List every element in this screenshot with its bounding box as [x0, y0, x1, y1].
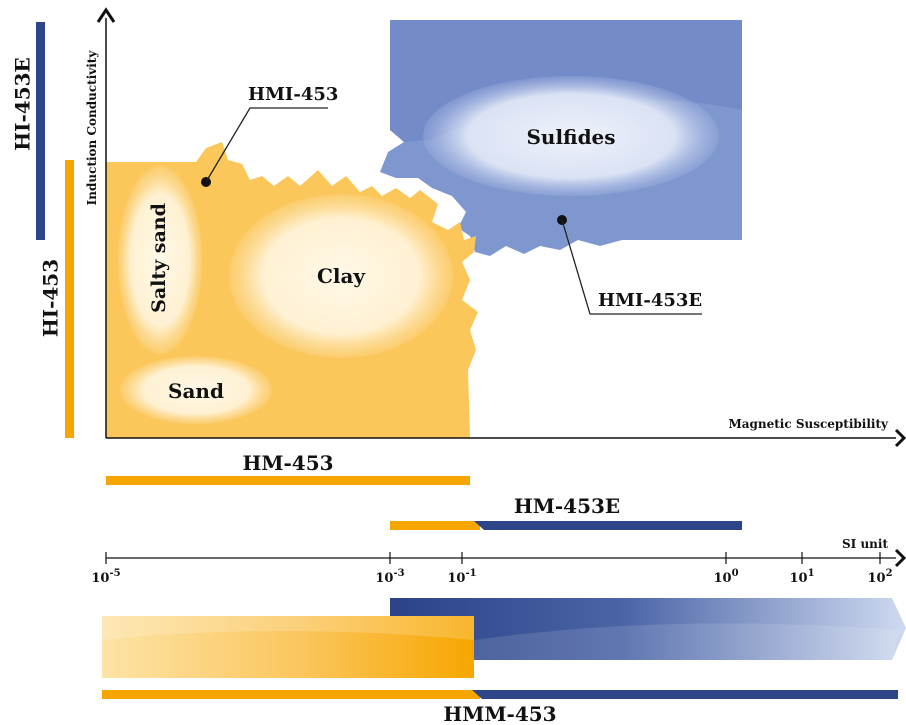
hmie-label: HMI-453E	[598, 290, 702, 311]
hm453-label: HM-453	[242, 451, 333, 475]
hm453-bar	[106, 476, 470, 485]
si-tick-label: 102	[867, 568, 892, 586]
y-axis-arrow-icon	[96, 7, 116, 23]
hmm-orange-highlight	[102, 616, 474, 640]
si-tick-label: 101	[789, 568, 814, 586]
si-tick-label: 10-1	[447, 568, 476, 586]
hmi-label: HMI-453	[248, 84, 338, 105]
hmm-blue-arrow-bar	[390, 598, 906, 660]
hm453e-bar-blue	[474, 521, 742, 530]
hi453e-bar	[36, 22, 45, 240]
salty-sand-label: Salty sand	[148, 203, 170, 313]
si-scale-ticks: 10-5 10-3 10-1 100 101 102	[91, 552, 893, 586]
hm453e-label: HM-453E	[514, 494, 620, 518]
hmie-leader	[561, 219, 702, 315]
x-axis-label: Magnetic Susceptibility	[728, 417, 889, 431]
sand-label: Sand	[168, 379, 224, 403]
salty-sand-zone	[118, 166, 202, 354]
sand-zone	[120, 356, 272, 424]
hmm453-label: HMM-453	[443, 702, 556, 725]
hmm-blue-highlight	[474, 623, 900, 660]
x-axis-arrow-icon	[894, 428, 906, 448]
clay-zone	[229, 194, 453, 358]
si-tick-label: 10-5	[91, 568, 120, 586]
hmm453-band-orange	[102, 690, 480, 699]
hi453-bar	[65, 160, 74, 438]
y-axis-label: Induction Conductivity	[85, 50, 99, 206]
si-tick-label: 100	[713, 568, 738, 586]
si-unit-label: SI unit	[842, 537, 888, 551]
hi453e-label: HI-453E	[11, 57, 35, 151]
clay-label: Clay	[317, 264, 366, 288]
hmm-orange-bar	[102, 616, 474, 678]
hmm453-band-blue	[472, 690, 898, 699]
sulfides-label: Sulfides	[526, 125, 615, 149]
si-tick-label: 10-3	[375, 568, 404, 586]
hm453e-bar-orange	[390, 521, 480, 530]
hi453-label: HI-453	[39, 259, 63, 337]
hmi-leader	[205, 107, 328, 183]
si-scale-arrow-icon	[894, 548, 906, 568]
sulfides-zone	[423, 76, 719, 196]
